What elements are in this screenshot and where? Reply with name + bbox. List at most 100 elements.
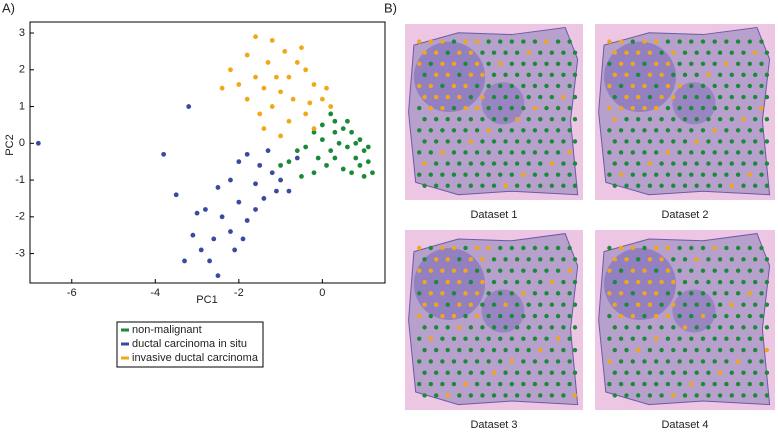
spot (445, 117, 450, 122)
spot (538, 183, 543, 188)
spot (422, 325, 427, 330)
spot (486, 268, 491, 273)
spot (642, 39, 647, 44)
spot (561, 50, 566, 55)
spot (440, 105, 445, 111)
caption: Dataset 3 (470, 419, 517, 429)
spot (665, 268, 671, 273)
spot (659, 279, 664, 285)
spot (700, 172, 706, 177)
spot (428, 245, 434, 251)
spot (747, 39, 752, 44)
point (357, 137, 363, 143)
spot (555, 268, 561, 273)
spot (521, 245, 526, 251)
spot (753, 370, 758, 375)
spot (741, 257, 746, 262)
spot (468, 183, 474, 188)
spot (451, 359, 457, 364)
spot (538, 117, 543, 122)
spot (561, 302, 566, 307)
spot (514, 279, 520, 285)
spot (689, 381, 694, 387)
spot (498, 128, 503, 133)
spot (712, 291, 717, 296)
spot (468, 161, 474, 166)
point (328, 148, 334, 154)
spot (561, 370, 566, 375)
point (244, 151, 250, 157)
spot (491, 279, 497, 285)
spot (445, 183, 450, 188)
spot (428, 359, 434, 364)
spot (491, 347, 497, 353)
point (349, 170, 354, 176)
spot (717, 257, 723, 262)
spot (747, 150, 752, 155)
spot (747, 128, 752, 133)
spot (451, 381, 457, 387)
spot (474, 39, 480, 44)
spot (463, 128, 468, 133)
spot (654, 336, 659, 341)
spot (700, 381, 706, 387)
point (299, 173, 304, 179)
spot (463, 105, 468, 111)
spot (741, 94, 746, 100)
spot (741, 370, 746, 375)
spot (538, 393, 543, 398)
spot (498, 313, 503, 319)
spot (451, 39, 457, 44)
spot (677, 150, 682, 155)
spot (486, 291, 491, 296)
legend-swatch (121, 328, 129, 332)
spot (735, 291, 741, 296)
spot (491, 50, 497, 55)
spot (665, 381, 671, 387)
spot (555, 128, 561, 133)
spot (612, 257, 617, 262)
spot (729, 139, 734, 144)
spot (642, 83, 647, 89)
spot (624, 72, 629, 78)
spot (433, 325, 439, 330)
spot (677, 105, 682, 111)
point (324, 162, 329, 168)
spot (457, 117, 462, 122)
spot (451, 245, 457, 251)
spot (428, 83, 434, 89)
spot (677, 313, 682, 319)
spot (491, 325, 497, 330)
spot (624, 257, 629, 262)
spot (445, 257, 450, 262)
spot (700, 245, 706, 251)
spot (659, 50, 664, 55)
spot (457, 257, 462, 262)
spot (636, 257, 641, 262)
spot (572, 325, 578, 330)
spot (445, 393, 450, 398)
tissue-dense (413, 248, 486, 320)
point (219, 214, 225, 220)
spot (498, 359, 503, 364)
point (261, 196, 267, 201)
spot (700, 150, 706, 155)
spot (612, 72, 617, 78)
spot (526, 257, 531, 262)
spot (445, 347, 450, 353)
spot (463, 336, 468, 341)
spot (509, 128, 514, 133)
spot (712, 172, 717, 177)
spot (724, 381, 729, 387)
spot (764, 183, 770, 188)
spot (700, 61, 706, 66)
point (215, 185, 221, 190)
spot (741, 139, 746, 144)
spot (544, 268, 549, 273)
spot (451, 291, 457, 296)
spot (567, 128, 572, 133)
spot (729, 347, 734, 353)
point (303, 67, 309, 73)
spot (509, 39, 514, 44)
spot (474, 172, 480, 177)
